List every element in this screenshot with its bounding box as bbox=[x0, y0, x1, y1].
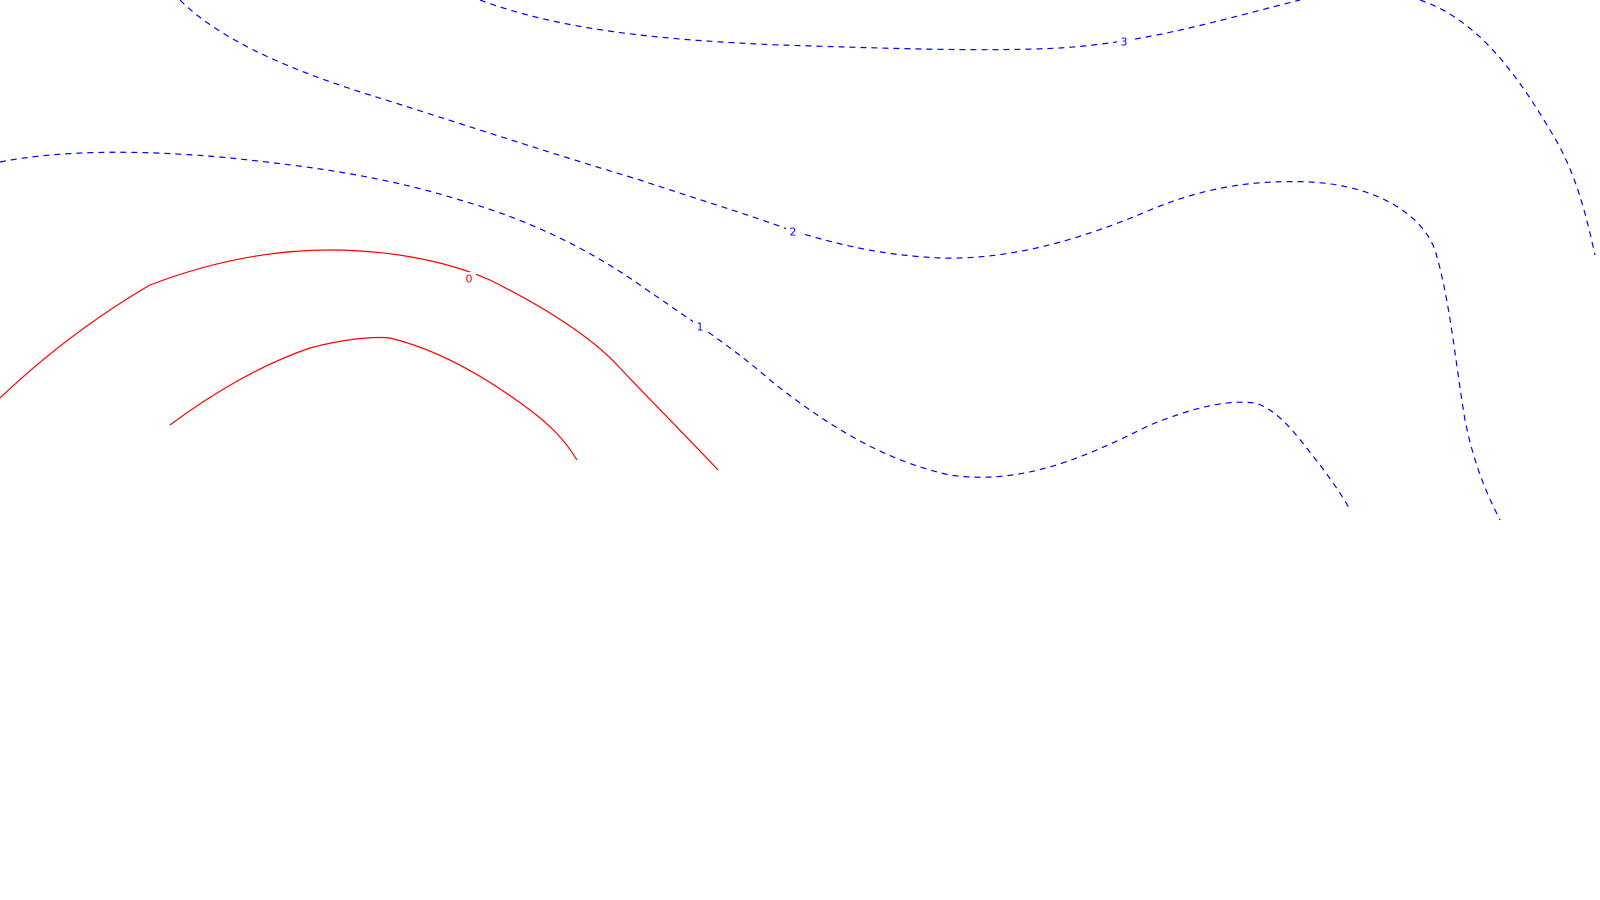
contour-label-bg-2 bbox=[786, 225, 800, 239]
contour-line-3-a bbox=[179, 0, 1501, 521]
contour-level-3: 3 bbox=[179, 0, 1596, 521]
contour-line-3-c bbox=[1419, 0, 1596, 256]
contour-label-2: 2 bbox=[790, 226, 797, 239]
contour-level-1: 1 bbox=[693, 320, 707, 334]
contour-label-bg-1 bbox=[693, 320, 707, 334]
contour-level-2: 2 bbox=[0, 151, 1351, 511]
contour-label-0: 0 bbox=[466, 273, 473, 286]
contour-label-bg-3 bbox=[1117, 35, 1131, 49]
contour-line-0-b bbox=[169, 336, 578, 461]
contour-label-bg-0 bbox=[462, 272, 476, 286]
contour-label-3: 3 bbox=[1121, 36, 1128, 49]
contour-line-0-a bbox=[0, 249, 719, 471]
contour-label-1: 1 bbox=[697, 321, 704, 334]
contour-line-3-b bbox=[479, 0, 1301, 51]
contour-level-0: 0 bbox=[0, 249, 719, 471]
contour-line-2-a bbox=[0, 151, 1351, 511]
